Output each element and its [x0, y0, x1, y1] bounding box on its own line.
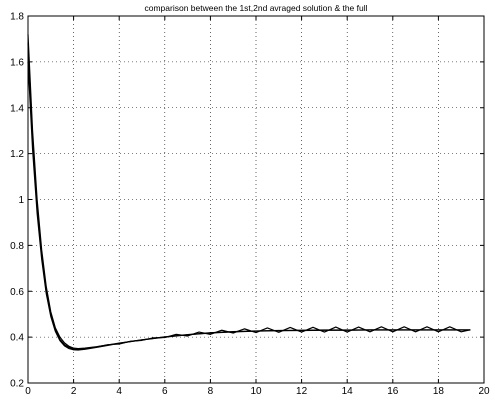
y-tick-label: 1.4: [10, 103, 24, 114]
x-tick-label: 18: [433, 386, 445, 397]
chart-title: comparison between the 1st,2nd avraged s…: [144, 3, 367, 13]
x-tick-label: 6: [162, 386, 168, 397]
y-axis-tick-labels: 0.2 0.4 0.6 0.8 1 1.2 1.4 1.6 1.8: [10, 12, 24, 390]
x-tick-label: 0: [25, 386, 31, 397]
y-tick-label: 1.8: [10, 12, 24, 23]
y-tick-label: 1.2: [10, 149, 24, 160]
series-layer: [27, 34, 471, 351]
x-tick-label: 10: [250, 386, 262, 397]
y-tick-label: 0.2: [10, 379, 24, 390]
grid-lines: [28, 16, 484, 383]
x-tick-label: 14: [342, 386, 354, 397]
y-tick-label: 0.4: [10, 333, 24, 344]
axis-ticks: [27, 15, 485, 384]
x-tick-label: 2: [71, 386, 77, 397]
x-tick-label: 4: [116, 386, 122, 397]
series-line-3: [27, 43, 471, 350]
y-tick-label: 0.8: [10, 241, 24, 252]
x-axis-tick-labels: 0 2 4 6 8 10 12 14 16 18 20: [25, 386, 490, 397]
y-tick-label: 0.6: [10, 287, 24, 298]
x-tick-label: 16: [387, 386, 399, 397]
y-tick-label: 1.6: [10, 57, 24, 68]
x-tick-label: 20: [478, 386, 490, 397]
y-tick-label: 1: [18, 195, 24, 206]
x-tick-label: 12: [296, 386, 308, 397]
x-tick-label: 8: [208, 386, 214, 397]
